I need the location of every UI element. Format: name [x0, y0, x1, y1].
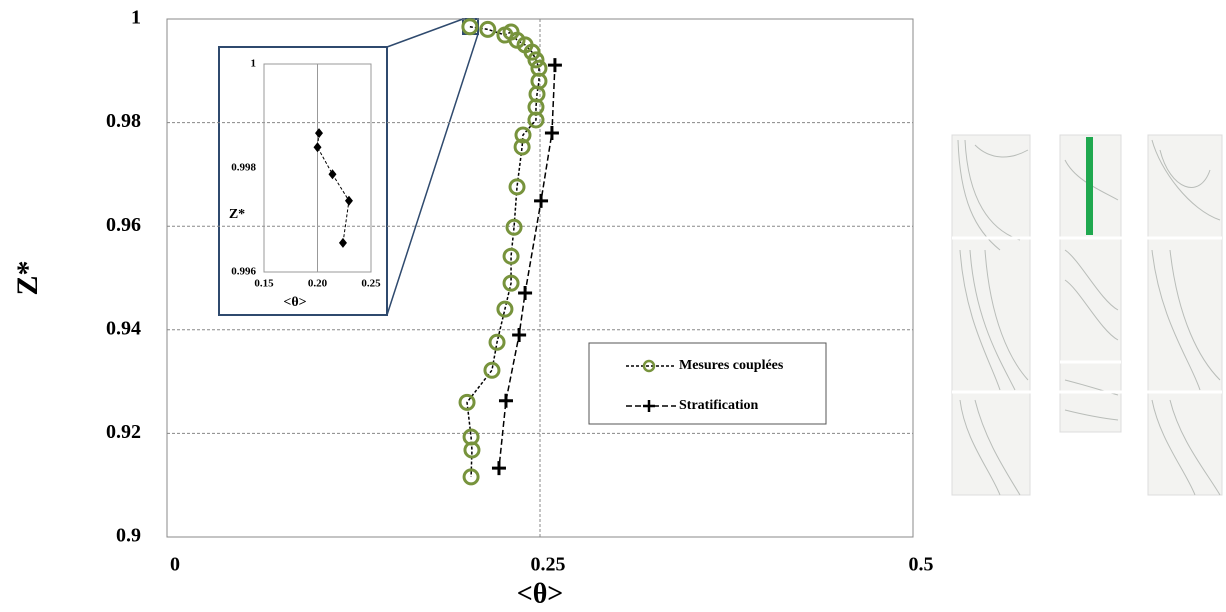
marker — [338, 237, 347, 248]
y-tick-label: 1 — [251, 58, 257, 70]
marker — [479, 20, 497, 38]
marker — [514, 126, 532, 144]
x-tick-label: 0.20 — [308, 278, 328, 290]
marker — [547, 58, 562, 73]
marker — [498, 393, 513, 408]
legend-marker — [642, 359, 656, 373]
marker — [502, 247, 520, 265]
marker — [534, 193, 549, 208]
x-tick-label: 0.15 — [254, 278, 274, 290]
marker — [463, 441, 481, 459]
inset-frame — [218, 46, 388, 316]
legend-label: Mesures couplées — [679, 358, 784, 373]
inset-x-label: <θ> — [283, 295, 306, 310]
zoom-connector — [386, 18, 464, 48]
legend-marker — [643, 400, 655, 412]
y-tick-label: 1 — [131, 7, 141, 29]
marker — [314, 128, 323, 139]
marker — [483, 361, 501, 379]
marker — [313, 142, 322, 153]
y-tick-label: 0.92 — [106, 421, 141, 443]
marker — [328, 169, 337, 180]
x-tick-label: 0 — [170, 554, 180, 576]
x-tick-label: 0.5 — [909, 554, 934, 576]
series-line — [466, 26, 540, 477]
y-tick-label: 0.96 — [106, 214, 141, 236]
marker — [512, 327, 527, 342]
x-tick-label: 0.25 — [531, 554, 566, 576]
marker — [458, 393, 476, 411]
y-tick-label: 0.996 — [231, 266, 256, 278]
marker — [462, 468, 480, 486]
legend-label: Stratification — [679, 398, 759, 413]
flow-images — [951, 134, 1223, 496]
inset-y-label: Z* — [229, 207, 245, 222]
marker — [461, 18, 479, 36]
y-axis-label: Z* — [11, 260, 44, 295]
marker — [527, 51, 545, 69]
marker — [496, 300, 514, 318]
marker — [513, 138, 531, 156]
marker — [544, 125, 559, 140]
legend-box — [588, 342, 827, 425]
y-tick-label: 0.98 — [106, 110, 141, 132]
marker — [491, 461, 506, 476]
zoom-connector — [386, 33, 479, 316]
x-axis-label: <θ> — [517, 578, 564, 609]
marker — [488, 333, 506, 351]
y-tick-label: 0.94 — [106, 317, 141, 339]
x-tick-label: 0.25 — [361, 278, 381, 290]
marker — [502, 274, 520, 292]
marker — [505, 218, 523, 236]
y-tick-label: 0.998 — [231, 162, 256, 174]
marker — [527, 111, 545, 129]
y-tick-label: 0.9 — [116, 525, 141, 547]
marker — [508, 178, 526, 196]
marker — [518, 286, 533, 301]
marker — [344, 195, 353, 206]
